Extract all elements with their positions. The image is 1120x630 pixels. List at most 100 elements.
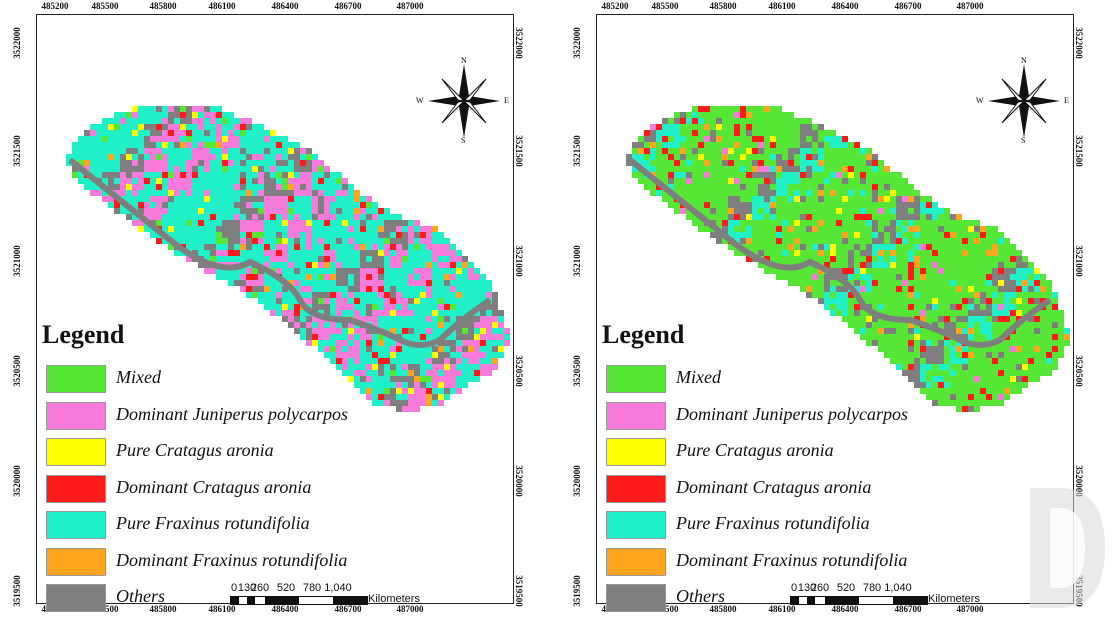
map-cell bbox=[456, 304, 462, 310]
map-cell bbox=[204, 184, 210, 190]
map-cell bbox=[72, 154, 78, 160]
map-cell bbox=[270, 154, 276, 160]
map-cell bbox=[920, 256, 926, 262]
map-cell bbox=[438, 232, 444, 238]
map-cell bbox=[884, 220, 890, 226]
map-cell bbox=[330, 328, 336, 334]
watermark-logo bbox=[1030, 488, 1105, 608]
map-cell bbox=[1022, 376, 1028, 382]
map-cell bbox=[974, 286, 980, 292]
map-cell bbox=[908, 238, 914, 244]
map-cell bbox=[396, 280, 402, 286]
map-cell bbox=[980, 274, 986, 280]
map-cell bbox=[836, 244, 842, 250]
map-cell bbox=[956, 286, 962, 292]
map-cell bbox=[246, 148, 252, 154]
map-cell bbox=[782, 172, 788, 178]
map-cell bbox=[908, 322, 914, 328]
map-cell bbox=[162, 124, 168, 130]
map-cell bbox=[126, 190, 132, 196]
map-cell bbox=[716, 154, 722, 160]
map-cell bbox=[108, 118, 114, 124]
map-cell bbox=[686, 160, 692, 166]
map-cell bbox=[776, 172, 782, 178]
map-cell bbox=[126, 166, 132, 172]
map-cell bbox=[788, 280, 794, 286]
map-cell bbox=[782, 124, 788, 130]
map-cell bbox=[914, 250, 920, 256]
map-cell bbox=[318, 286, 324, 292]
map-cell bbox=[294, 160, 300, 166]
map-cell bbox=[264, 274, 270, 280]
map-cell bbox=[270, 244, 276, 250]
map-cell bbox=[342, 226, 348, 232]
map-cell bbox=[1046, 334, 1052, 340]
map-cell bbox=[390, 238, 396, 244]
map-cell bbox=[132, 154, 138, 160]
map-cell bbox=[746, 172, 752, 178]
map-cell bbox=[168, 160, 174, 166]
map-cell bbox=[168, 220, 174, 226]
map-cell bbox=[342, 220, 348, 226]
map-cell bbox=[234, 136, 240, 142]
map-cell bbox=[258, 148, 264, 154]
map-cell bbox=[246, 124, 252, 130]
map-cell bbox=[216, 196, 222, 202]
map-cell bbox=[710, 154, 716, 160]
map-cell bbox=[884, 322, 890, 328]
map-cell bbox=[246, 166, 252, 172]
map-cell bbox=[372, 364, 378, 370]
map-cell bbox=[426, 370, 432, 376]
map-cell bbox=[728, 196, 734, 202]
map-cell bbox=[330, 214, 336, 220]
map-cell bbox=[974, 328, 980, 334]
map-cell bbox=[986, 232, 992, 238]
map-cell bbox=[228, 250, 234, 256]
map-cell bbox=[294, 196, 300, 202]
map-cell bbox=[210, 196, 216, 202]
map-cell bbox=[288, 178, 294, 184]
map-cell bbox=[758, 202, 764, 208]
map-cell bbox=[156, 148, 162, 154]
map-cell bbox=[456, 340, 462, 346]
map-cell bbox=[144, 208, 150, 214]
map-cell bbox=[980, 256, 986, 262]
map-cell bbox=[842, 202, 848, 208]
map-cell bbox=[962, 382, 968, 388]
map-cell bbox=[360, 286, 366, 292]
map-cell bbox=[96, 136, 102, 142]
map-cell bbox=[438, 256, 444, 262]
map-cell bbox=[360, 304, 366, 310]
map-cell bbox=[722, 130, 728, 136]
map-cell bbox=[366, 250, 372, 256]
map-cell bbox=[168, 142, 174, 148]
map-cell bbox=[420, 376, 426, 382]
map-cell bbox=[450, 268, 456, 274]
map-cell bbox=[144, 118, 150, 124]
map-cell bbox=[228, 190, 234, 196]
y-tick-label: 3519500 bbox=[572, 575, 582, 607]
map-cell bbox=[372, 280, 378, 286]
map-cell bbox=[974, 244, 980, 250]
map-cell bbox=[782, 232, 788, 238]
map-cell bbox=[108, 160, 114, 166]
map-cell bbox=[366, 388, 372, 394]
map-cell bbox=[168, 172, 174, 178]
map-cell bbox=[474, 310, 480, 316]
map-cell bbox=[1022, 256, 1028, 262]
map-cell bbox=[90, 148, 96, 154]
map-cell bbox=[180, 130, 186, 136]
map-cell bbox=[716, 184, 722, 190]
map-cell bbox=[228, 244, 234, 250]
map-cell bbox=[896, 358, 902, 364]
map-cell bbox=[384, 400, 390, 406]
map-cell bbox=[366, 310, 372, 316]
map-cell bbox=[336, 268, 342, 274]
map-cell bbox=[926, 352, 932, 358]
map-cell bbox=[806, 214, 812, 220]
x-tick-label: 485800 bbox=[149, 604, 177, 614]
map-cell bbox=[866, 250, 872, 256]
map-cell bbox=[998, 238, 1004, 244]
map-cell bbox=[462, 304, 468, 310]
map-cell bbox=[680, 136, 686, 142]
